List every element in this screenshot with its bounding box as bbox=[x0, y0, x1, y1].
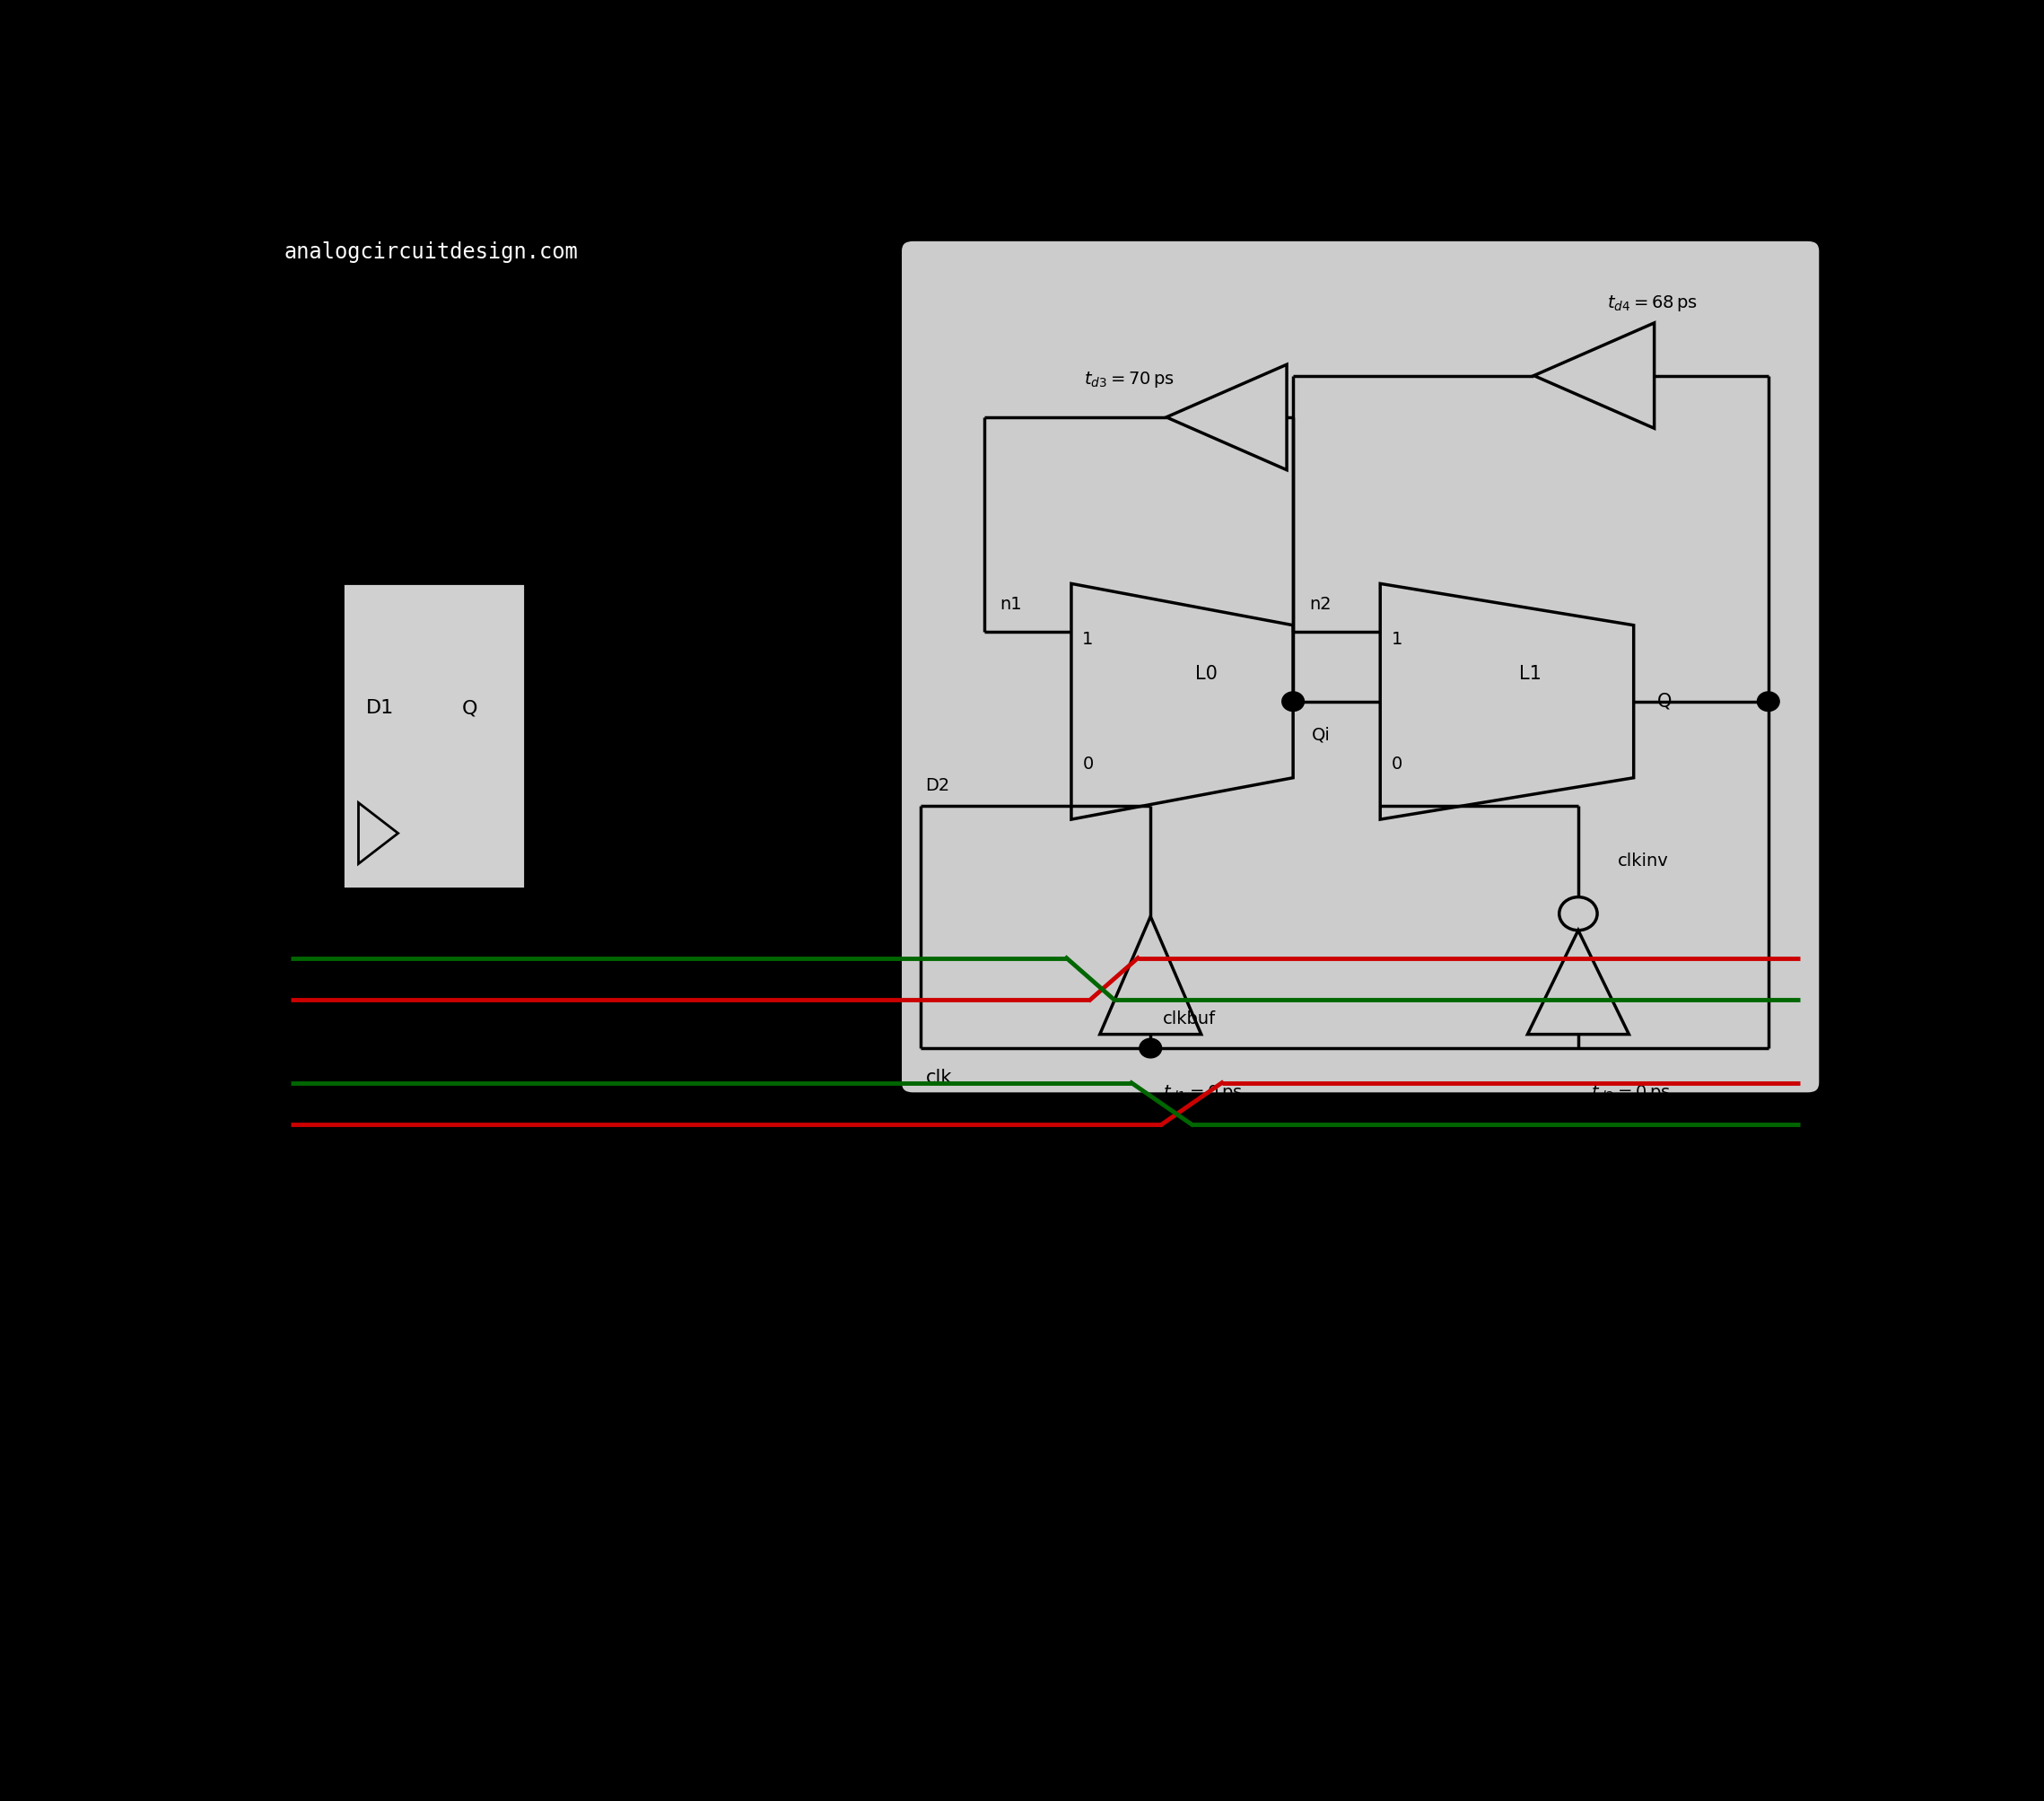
Text: $t_{d1} = 0\,\mathrm{ps}$: $t_{d1} = 0\,\mathrm{ps}$ bbox=[1163, 1082, 1243, 1102]
Text: 1: 1 bbox=[1392, 630, 1402, 648]
Circle shape bbox=[1758, 692, 1780, 711]
Text: $t_{d2} = 0\,\mathrm{ps}$: $t_{d2} = 0\,\mathrm{ps}$ bbox=[1590, 1082, 1670, 1102]
Text: D2: D2 bbox=[926, 778, 950, 794]
Text: $t_{d4} = 68\,\mathrm{ps}$: $t_{d4} = 68\,\mathrm{ps}$ bbox=[1607, 294, 1697, 313]
Text: 1: 1 bbox=[1083, 630, 1094, 648]
Text: L0: L0 bbox=[1196, 665, 1216, 683]
Text: analogcircuitdesign.com: analogcircuitdesign.com bbox=[284, 241, 578, 263]
Text: clk: clk bbox=[926, 1070, 953, 1088]
Text: clkinv: clkinv bbox=[1619, 852, 1668, 870]
Text: 0: 0 bbox=[1392, 755, 1402, 773]
Text: Q: Q bbox=[462, 699, 476, 717]
Text: n1: n1 bbox=[1000, 596, 1022, 612]
Text: L1: L1 bbox=[1519, 665, 1541, 683]
FancyBboxPatch shape bbox=[343, 584, 525, 888]
Text: D1: D1 bbox=[366, 699, 394, 717]
Text: Q: Q bbox=[1658, 693, 1672, 710]
Circle shape bbox=[1282, 692, 1304, 711]
Circle shape bbox=[1139, 1039, 1161, 1057]
Text: $t_{d3} = 70\,\mathrm{ps}$: $t_{d3} = 70\,\mathrm{ps}$ bbox=[1083, 369, 1175, 389]
Text: 0: 0 bbox=[1083, 755, 1094, 773]
Text: n2: n2 bbox=[1308, 596, 1331, 612]
Text: clkbuf: clkbuf bbox=[1163, 1010, 1216, 1027]
FancyBboxPatch shape bbox=[899, 240, 1821, 1093]
Text: Qi: Qi bbox=[1312, 726, 1331, 744]
